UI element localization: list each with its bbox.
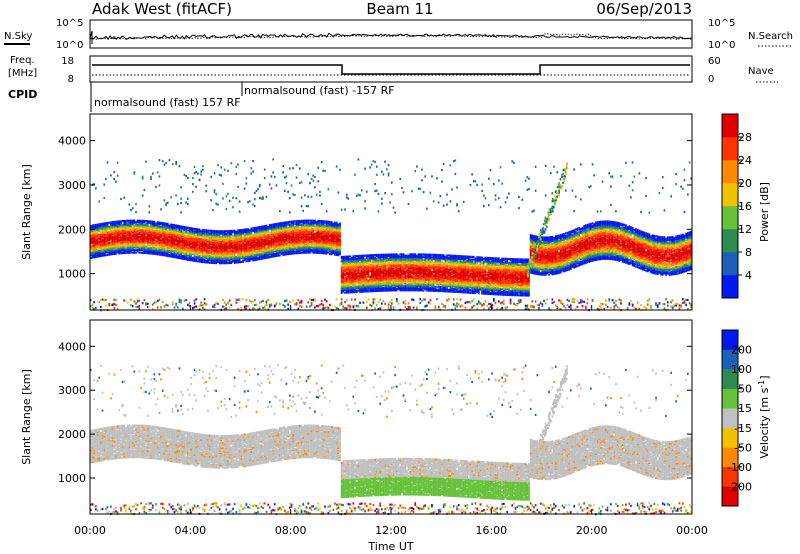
frequency-panel: Freq. [MHz] 18 8 60 0 Nave [8,55,778,85]
station-title: Adak West (fitACF) [92,0,232,18]
colorbar-tick-label: 15 [738,402,752,415]
frequency-line [92,64,690,75]
y-tick-label: 3000 [58,384,86,397]
nave-label: Nave [748,66,774,77]
y-tick-label: 2000 [58,428,86,441]
colorbar-tick-label: -50 [734,441,752,454]
velocity-panel: 1000 2000 3000 4000 Slant Range [km] 200 100… [20,305,771,553]
x-tick-label: 20:00 [576,524,608,537]
freq-tick-top: 18 [61,56,74,67]
y-tick-label: 2000 [58,223,86,236]
colorbar-segment [722,408,738,429]
y-tick-label: 3000 [58,179,86,192]
noise-search-label: N.Search [748,31,793,42]
colorbar-tick-label: -15 [734,422,752,435]
time-x-ticks: 00:00 04:00 08:00 12:00 16:00 20:00 00:00 [74,305,708,537]
velocity-y-axis-label: Slant Range [km] [20,369,33,465]
velocity-colorbar-label: Velocity [m s-1] [757,375,771,458]
colorbar-segment [722,349,738,370]
cpid-program-1: normalsound (fast) 157 RF [94,96,241,109]
colorbar-tick-label: 12 [738,223,752,236]
x-tick-label: 00:00 [676,524,708,537]
cpid-row: CPID normalsound (fast) 157 RF normalsou… [8,82,395,112]
colorbar-segment [722,369,738,389]
noise-panel: N.Sky 10^5 10^0 10^5 10^0 N.Search [4,18,793,51]
colorbar-tick-label: -100 [727,461,752,474]
noise-sky-label: N.Sky [4,31,32,42]
colorbar-segment [722,466,738,487]
velocity-scatter [90,364,692,516]
colorbar-segment [722,229,738,253]
colorbar-tick-label: 20 [738,177,752,190]
colorbar-segment [722,330,738,350]
y-tick-label: 1000 [58,268,86,281]
x-tick-label: 16:00 [475,524,507,537]
colorbar-segment [722,388,738,409]
noise-tick-top-right: 10^5 [708,18,735,29]
noise-tick-top-left: 10^5 [56,18,83,29]
colorbar-segment [722,252,738,276]
nave-tick-top: 60 [708,56,721,67]
colorbar-tick-label: 200 [731,344,752,357]
freq-label: Freq. [10,55,35,66]
colorbar-segment [722,114,738,138]
freq-tick-bottom: 8 [68,74,74,85]
colorbar-segment [722,447,738,468]
colorbar-tick-label: -200 [727,480,752,493]
y-tick-label: 1000 [58,472,86,485]
power-scatter [90,158,692,312]
noise-sky-line [89,30,693,44]
y-tick-label: 4000 [58,340,86,353]
colorbar-tick-label: 28 [738,131,752,144]
colorbar-segment [722,206,738,230]
colorbar-tick-label: 4 [745,269,752,282]
colorbar-tick-label: 100 [731,363,752,376]
x-tick-label: 08:00 [275,524,307,537]
colorbar-tick-label: 16 [738,200,752,213]
x-tick-label: 12:00 [375,524,407,537]
freq-unit-label: [MHz] [8,68,37,79]
colorbar-tick-label: 24 [738,154,752,167]
colorbar-segment [722,137,738,161]
power-y-ticks: 1000 2000 3000 4000 [58,135,692,281]
x-tick-label: 04:00 [174,524,206,537]
noise-tick-bottom-right: 10^0 [708,40,735,51]
cpid-label: CPID [8,88,37,101]
power-colorbar-label: Power [dB] [758,182,771,242]
power-y-axis-label: Slant Range [km] [20,164,33,260]
colorbar-segment [722,160,738,184]
colorbar-segment [722,427,738,448]
colorbar-segment [722,183,738,207]
time-x-axis-label: Time UT [367,540,413,553]
colorbar-segment [722,486,738,507]
cpid-program-2: normalsound (fast) -157 RF [244,84,395,97]
power-panel: 1000 2000 3000 4000 Slant Range [km] 28 24 20… [20,113,771,312]
power-colorbar: 28 24 20 16 12 8 4 [721,113,752,299]
velocity-y-ticks: 1000 2000 3000 4000 [58,340,692,485]
beam-title: Beam 11 [366,0,433,18]
date-title: 06/Sep/2013 [596,0,692,18]
noise-tick-bottom-left: 10^0 [56,40,83,51]
y-tick-label: 4000 [58,135,86,148]
colorbar-tick-label: 8 [745,246,752,259]
velocity-colorbar: 200 100 50 15 -15 -50 -100 -200 [721,329,752,507]
x-tick-label: 00:00 [74,524,106,537]
colorbar-segment [722,275,738,299]
nave-tick-bottom: 0 [708,74,714,85]
colorbar-tick-label: 50 [738,383,752,396]
